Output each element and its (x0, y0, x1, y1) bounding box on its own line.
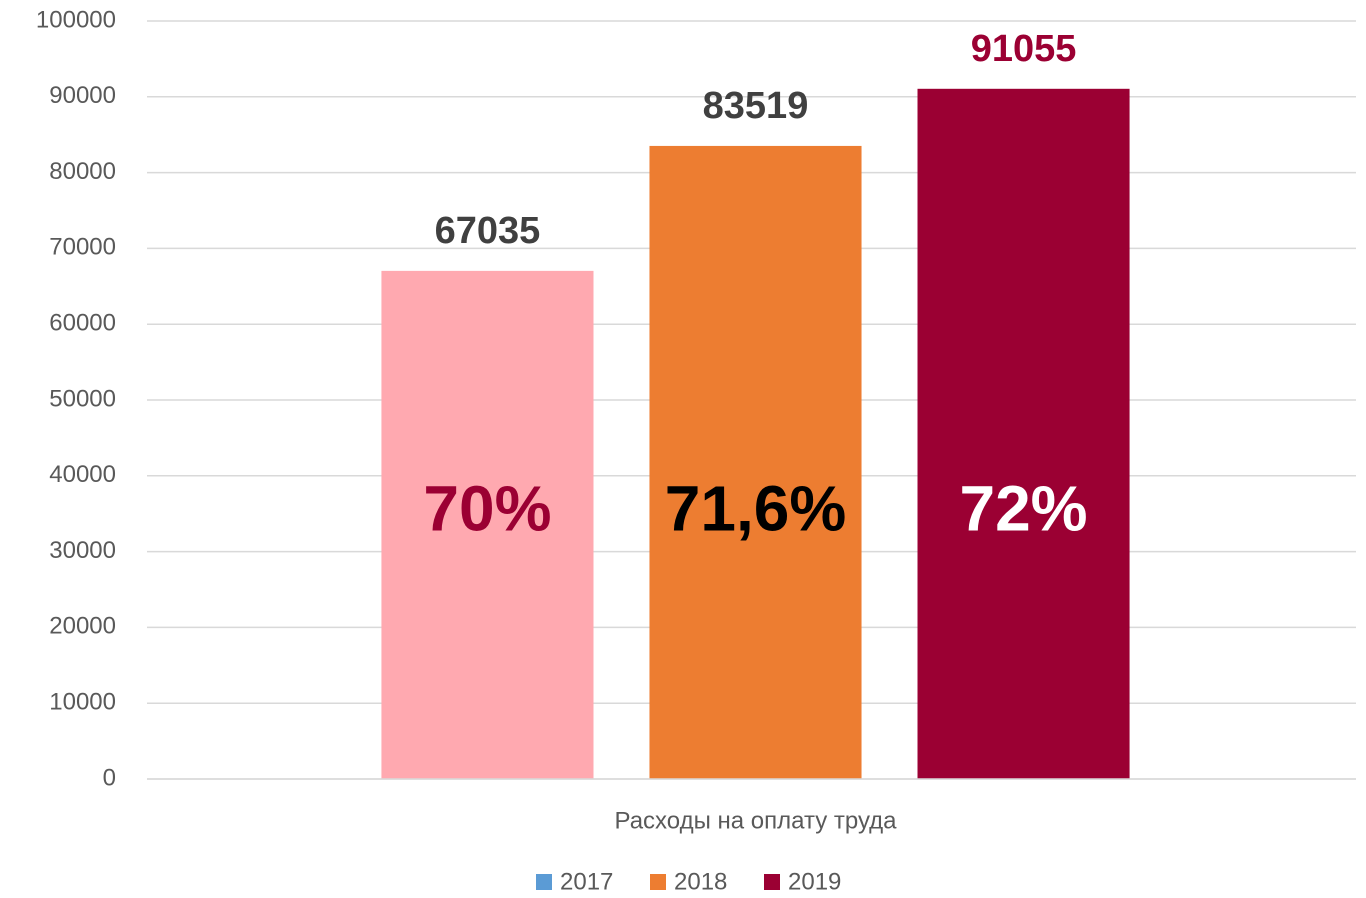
y-tick-label: 30000 (49, 537, 116, 564)
y-tick-label: 90000 (49, 82, 116, 109)
y-tick-label: 0 (103, 764, 116, 791)
y-tick-label: 40000 (49, 461, 116, 488)
legend-swatch (650, 874, 666, 890)
y-tick-label: 60000 (49, 310, 116, 337)
legend-label: 2019 (788, 868, 841, 895)
bar (381, 270, 594, 779)
bar (917, 88, 1130, 779)
bar-annotation: 72% (959, 473, 1087, 545)
y-tick-label: 80000 (49, 158, 116, 185)
bar-annotation: 70% (423, 473, 551, 545)
y-tick-label: 70000 (49, 234, 116, 261)
y-tick-label: 100000 (36, 6, 116, 33)
y-tick-label: 10000 (49, 689, 116, 716)
bar-annotation: 71,6% (665, 473, 846, 545)
y-tick-label: 20000 (49, 613, 116, 640)
bar (649, 145, 862, 780)
y-tick-label: 50000 (49, 385, 116, 412)
legend-swatch (536, 874, 552, 890)
legend-swatch (764, 874, 780, 890)
legend-label: 2017 (560, 868, 613, 895)
value-label: 67035 (435, 210, 541, 252)
value-label: 91055 (971, 28, 1077, 70)
legend-label: 2018 (674, 868, 727, 895)
value-label: 83519 (703, 85, 809, 127)
x-tick-label: Расходы на оплату труда (614, 807, 897, 834)
